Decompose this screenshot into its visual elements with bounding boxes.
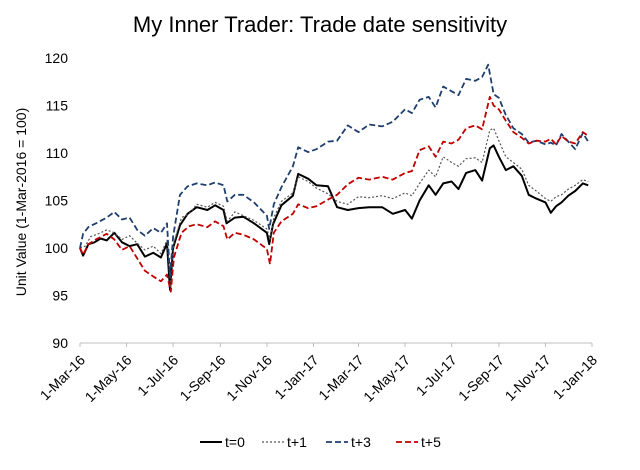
y-tick-label: 110 (46, 145, 69, 161)
y-tick-label: 115 (46, 98, 69, 114)
x-tick-label: 1-Mar-16 (37, 352, 89, 404)
y-tick-label: 95 (52, 288, 68, 304)
x-tick-label: 1-Jul-17 (413, 352, 460, 399)
x-tick-label: 1-Sep-17 (455, 352, 507, 404)
series-line-t=0 (79, 144, 589, 291)
y-tick-label: 120 (45, 50, 69, 66)
chart-title: My Inner Trader: Trade date sensitivity (133, 12, 507, 37)
x-tick-label: 1-Nov-16 (223, 352, 275, 404)
y-tick-label: 100 (45, 240, 69, 256)
series-line-t+1 (79, 127, 589, 289)
x-tick-label: 1-May-16 (82, 352, 135, 405)
legend: t=0 t+1 t+3 t+5 (200, 434, 441, 450)
series-line-t+5 (79, 96, 589, 293)
legend-label: t+5 (421, 434, 441, 450)
x-tick-label: 1-Nov-17 (502, 352, 554, 404)
legend-label: t+3 (351, 434, 371, 450)
x-tick-label: 1-Jul-16 (134, 352, 181, 399)
y-axis-label: Unit Value (1-Mar-2016 = 100) (13, 108, 29, 296)
x-tick-label: 1-Jan-17 (271, 352, 322, 403)
x-axis-ticks: 1-Mar-161-May-16 1-Jul-161-Sep-161-Nov-16… (37, 343, 601, 405)
y-tick-label: 90 (52, 335, 68, 351)
legend-label: t+1 (287, 434, 307, 450)
x-tick-label: 1-Jan-18 (550, 352, 601, 403)
y-tick-label: 105 (45, 193, 69, 209)
series-line-t+3 (79, 63, 589, 278)
y-axis-ticks: 90 95 100 105 110 115 120 (45, 50, 69, 351)
x-tick-label: 1-Sep-16 (176, 352, 228, 404)
x-tick-label: 1-Mar-17 (315, 352, 367, 404)
legend-label: t=0 (225, 434, 245, 450)
series-layer (79, 63, 589, 293)
x-tick-label: 1-May-17 (360, 352, 413, 405)
